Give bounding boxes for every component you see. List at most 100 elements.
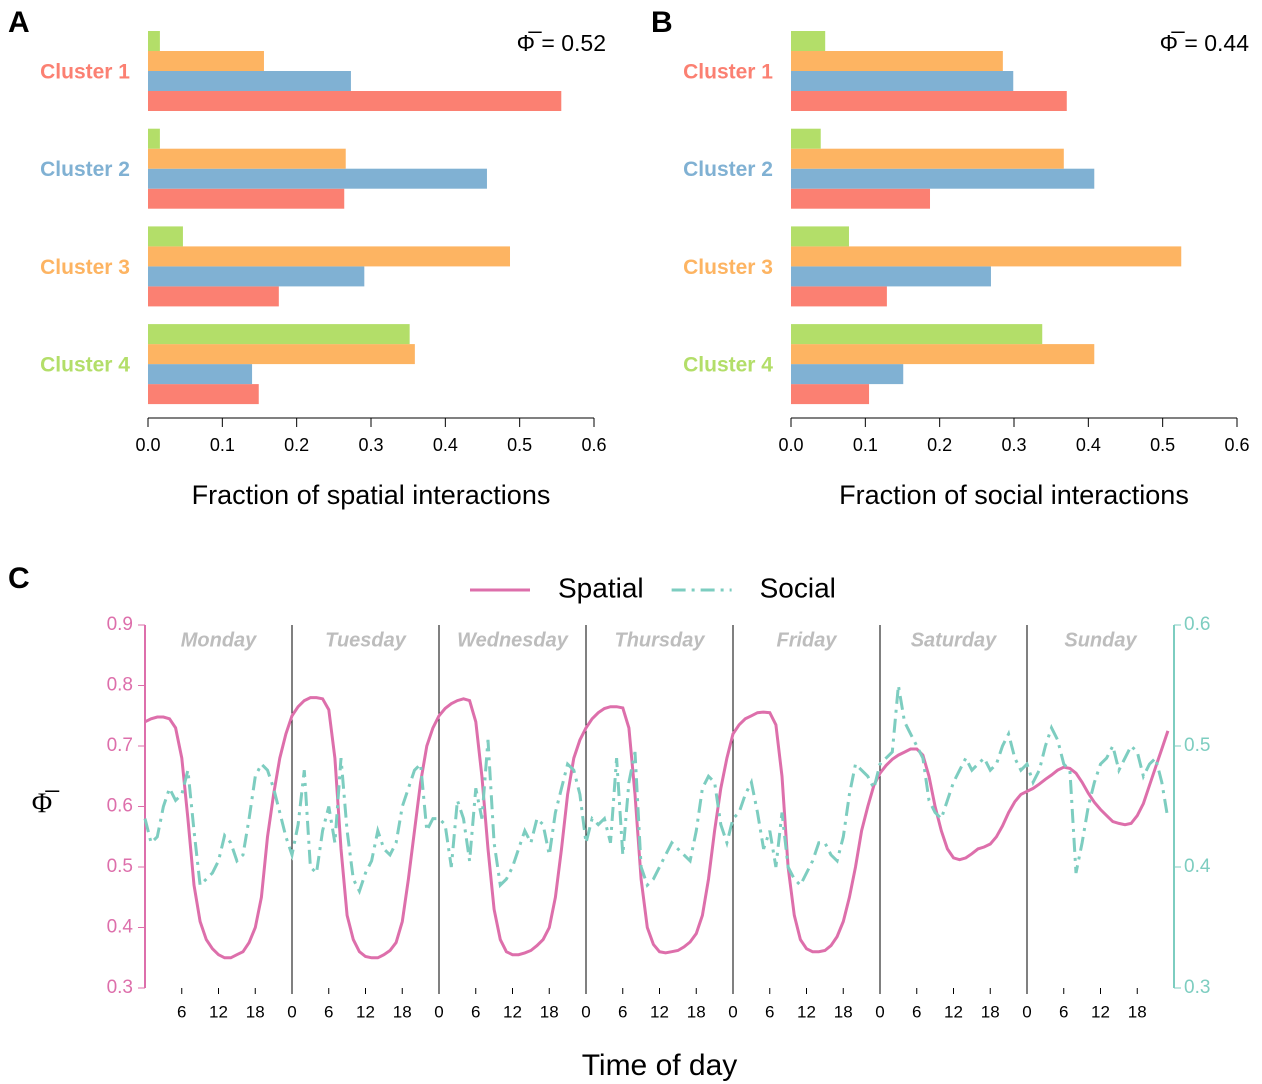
x-tick-label: 0 xyxy=(434,1002,443,1021)
y2-tick-label: 0.5 xyxy=(1184,735,1210,756)
bar xyxy=(148,324,410,345)
bar xyxy=(791,168,1095,189)
category-label: Cluster 4 xyxy=(683,354,773,377)
bar xyxy=(148,128,160,149)
bar xyxy=(791,226,849,247)
x-tick-label: 6 xyxy=(765,1002,774,1021)
y-tick-label: 0.4 xyxy=(107,917,134,938)
x-tick-label: 12 xyxy=(650,1002,669,1021)
x-tick-label: 0.6 xyxy=(1224,435,1249,455)
bar xyxy=(148,91,562,111)
bar xyxy=(791,91,1067,111)
x-tick-label: 6 xyxy=(324,1002,333,1021)
x-tick-label: 0 xyxy=(287,1002,296,1021)
x-tick-label: 18 xyxy=(540,1002,559,1021)
x-tick-label: 18 xyxy=(834,1002,853,1021)
x-tick-label: 0.2 xyxy=(927,435,952,455)
category-label: Cluster 3 xyxy=(40,256,130,279)
y2-tick-label: 0.6 xyxy=(1184,614,1210,635)
category-label: Cluster 1 xyxy=(40,61,130,84)
bar xyxy=(148,226,183,247)
x-tick-label: 0.3 xyxy=(358,435,383,455)
day-label: Monday xyxy=(181,629,257,651)
day-label: Sunday xyxy=(1064,629,1137,651)
bar xyxy=(148,71,351,91)
x-tick-label: 6 xyxy=(912,1002,921,1021)
x-tick-label: 6 xyxy=(618,1002,627,1021)
category-label: Cluster 2 xyxy=(683,158,773,181)
bar xyxy=(148,31,160,51)
x-tick-label: 6 xyxy=(471,1002,480,1021)
series-line xyxy=(143,685,1170,896)
x-tick-label: 18 xyxy=(246,1002,265,1021)
y-tick-label: 0.6 xyxy=(107,796,133,817)
bar xyxy=(148,51,264,71)
day-label: Wednesday xyxy=(457,629,569,651)
bar xyxy=(791,51,1003,71)
bar xyxy=(791,188,931,209)
x-tick-label: 0.3 xyxy=(1001,435,1026,455)
legend-label: Spatial xyxy=(558,572,644,603)
x-axis-title: Time of day xyxy=(582,1049,738,1082)
bar xyxy=(148,246,511,267)
y-tick-label: 0.8 xyxy=(107,675,133,696)
annotation: Φ̅ = 0.44 xyxy=(1160,30,1250,56)
x-tick-label: 0.0 xyxy=(778,435,803,455)
y-tick-label: 0.3 xyxy=(107,977,133,998)
bar xyxy=(791,148,1064,169)
y-tick-label: 0.5 xyxy=(107,856,133,877)
x-tick-label: 12 xyxy=(797,1002,816,1021)
bar xyxy=(148,148,346,169)
bar xyxy=(148,286,279,307)
x-tick-label: 18 xyxy=(393,1002,412,1021)
annotation: Φ̅ = 0.52 xyxy=(517,30,606,56)
bar xyxy=(148,168,487,189)
bar xyxy=(791,324,1043,345)
bar xyxy=(791,344,1095,365)
bar xyxy=(148,384,259,405)
x-axis-title: Fraction of spatial interactions xyxy=(192,480,551,510)
x-tick-label: 0 xyxy=(581,1002,590,1021)
day-label: Thursday xyxy=(614,629,705,651)
category-label: Cluster 1 xyxy=(683,61,773,84)
x-tick-label: 6 xyxy=(1059,1002,1068,1021)
x-tick-label: 0.1 xyxy=(853,435,878,455)
bar xyxy=(791,31,826,51)
x-tick-label: 12 xyxy=(356,1002,375,1021)
y2-tick-label: 0.3 xyxy=(1184,977,1210,998)
y-tick-label: 0.7 xyxy=(107,735,133,756)
category-label: Cluster 4 xyxy=(40,354,130,377)
x-tick-label: 18 xyxy=(981,1002,1000,1021)
x-axis-title: Fraction of social interactions xyxy=(839,480,1189,510)
legend-label: Social xyxy=(760,572,836,603)
category-label: Cluster 2 xyxy=(40,158,130,181)
x-tick-label: 18 xyxy=(687,1002,706,1021)
day-label: Friday xyxy=(776,629,837,651)
x-tick-label: 12 xyxy=(503,1002,522,1021)
y2-tick-label: 0.4 xyxy=(1184,856,1211,877)
x-tick-label: 0.0 xyxy=(135,435,160,455)
bar xyxy=(148,364,253,385)
x-tick-label: 0 xyxy=(728,1002,737,1021)
x-tick-label: 0.5 xyxy=(507,435,532,455)
series-line xyxy=(144,696,1170,960)
panel-label: C xyxy=(8,562,30,595)
bar xyxy=(791,364,904,385)
x-tick-label: 0.6 xyxy=(581,435,606,455)
bar xyxy=(791,71,1014,91)
x-tick-label: 0 xyxy=(1022,1002,1031,1021)
x-tick-label: 0.4 xyxy=(433,435,458,455)
bar xyxy=(791,384,870,405)
day-label: Saturday xyxy=(911,629,997,651)
panel-label: A xyxy=(8,6,30,39)
y-tick-label: 0.9 xyxy=(107,614,133,635)
panel-label: B xyxy=(651,6,673,39)
x-tick-label: 0.4 xyxy=(1076,435,1101,455)
bar xyxy=(148,188,345,209)
bar xyxy=(791,266,991,287)
x-tick-label: 6 xyxy=(177,1002,186,1021)
y-axis-title: Φ̅ xyxy=(32,788,60,819)
bar xyxy=(791,286,887,307)
x-tick-label: 12 xyxy=(944,1002,963,1021)
